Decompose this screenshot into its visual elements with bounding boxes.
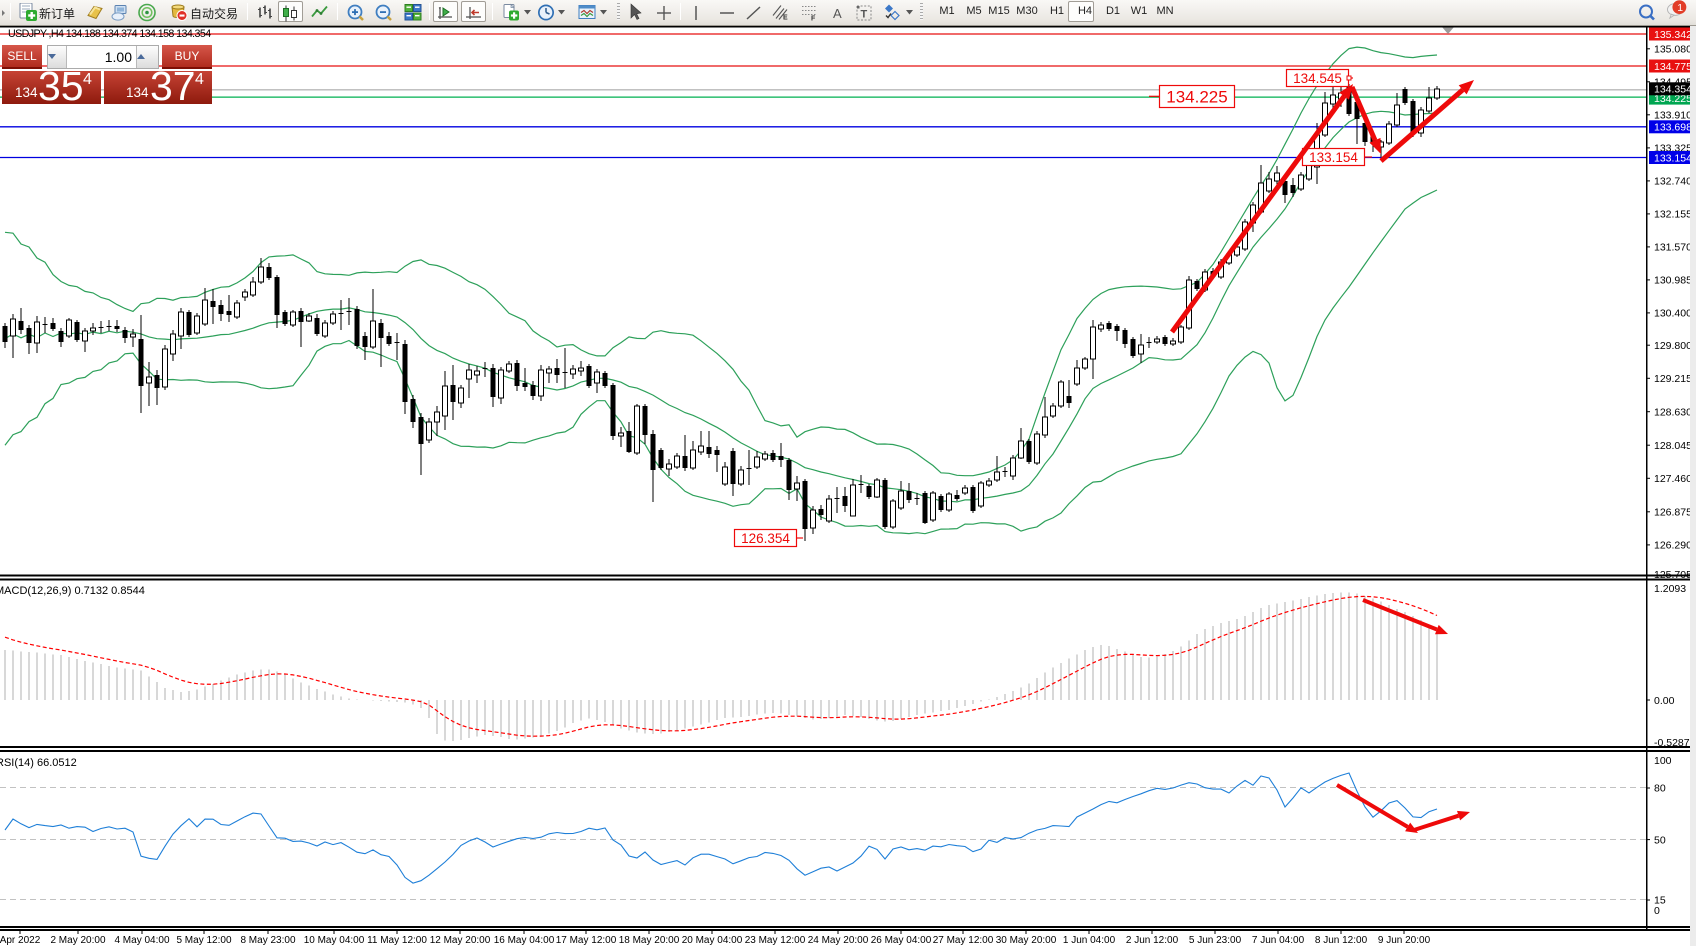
svg-text:18 May 20:00: 18 May 20:00: [619, 935, 680, 946]
svg-text:30 May 20:00: 30 May 20:00: [996, 935, 1057, 946]
svg-text:129.215: 129.215: [1654, 373, 1692, 385]
svg-text:1: 1: [1677, 3, 1683, 14]
svg-text:1 Jun 04:00: 1 Jun 04:00: [1063, 935, 1116, 946]
svg-text:USDJPY-,H4 134.188 134.374 13: USDJPY-,H4 134.188 134.374 134.158 134.3…: [8, 28, 211, 40]
svg-text:16 May 04:00: 16 May 04:00: [494, 935, 555, 946]
svg-text:24 May 20:00: 24 May 20:00: [808, 935, 869, 946]
svg-text:17 May 12:00: 17 May 12:00: [556, 935, 617, 946]
svg-text:T: T: [861, 9, 868, 21]
svg-text:26 May 04:00: 26 May 04:00: [871, 935, 932, 946]
svg-text:9 Jun 20:00: 9 Jun 20:00: [1378, 935, 1431, 946]
svg-text:15: 15: [1654, 895, 1666, 907]
svg-text:7 Jun 04:00: 7 Jun 04:00: [1252, 935, 1305, 946]
svg-text:128.630: 128.630: [1654, 407, 1692, 419]
svg-text:-0.5287: -0.5287: [1654, 737, 1690, 749]
svg-text:125.705: 125.705: [1654, 569, 1692, 581]
svg-text:126.354: 126.354: [741, 531, 790, 546]
svg-text:133.910: 133.910: [1654, 110, 1692, 122]
svg-text:130.400: 130.400: [1654, 308, 1692, 320]
svg-text:0: 0: [1654, 905, 1660, 917]
svg-text:11 May 12:00: 11 May 12:00: [367, 935, 427, 946]
svg-text:4 May 04:00: 4 May 04:00: [114, 935, 169, 946]
svg-text:135.080: 135.080: [1654, 44, 1692, 56]
svg-text:130.985: 130.985: [1654, 275, 1692, 287]
svg-text:RSI(14) 66.0512: RSI(14) 66.0512: [0, 757, 77, 769]
svg-text:134.354: 134.354: [1654, 84, 1692, 96]
svg-text:MACD(12,26,9) 0.7132 0.8544: MACD(12,26,9) 0.7132 0.8544: [0, 585, 145, 597]
svg-text:8 Jun 12:00: 8 Jun 12:00: [1315, 935, 1368, 946]
svg-text:127.460: 127.460: [1654, 473, 1692, 485]
svg-text:126.290: 126.290: [1654, 540, 1692, 552]
svg-text:1.2093: 1.2093: [1654, 583, 1686, 595]
svg-text:10 May 04:00: 10 May 04:00: [304, 935, 365, 946]
svg-text:132.740: 132.740: [1654, 176, 1692, 188]
svg-text:100: 100: [1654, 755, 1672, 767]
svg-text:133.698: 133.698: [1654, 122, 1692, 134]
svg-text:126.875: 126.875: [1654, 507, 1692, 519]
svg-text:E: E: [783, 15, 788, 22]
svg-text:135.342: 135.342: [1654, 29, 1692, 41]
svg-text:131.570: 131.570: [1654, 242, 1692, 254]
svg-text:F: F: [811, 16, 816, 23]
svg-text:128.045: 128.045: [1654, 440, 1692, 452]
svg-text:134.545: 134.545: [1293, 71, 1342, 86]
svg-text:5 May 12:00: 5 May 12:00: [176, 935, 231, 946]
svg-text:12 May 20:00: 12 May 20:00: [430, 935, 491, 946]
svg-text:80: 80: [1654, 783, 1666, 795]
svg-text:Apr 2022: Apr 2022: [0, 935, 41, 946]
svg-text:2 May 20:00: 2 May 20:00: [50, 935, 105, 946]
svg-text:50: 50: [1654, 834, 1666, 846]
svg-text:5 Jun 23:00: 5 Jun 23:00: [1189, 935, 1242, 946]
svg-text:134.225: 134.225: [1166, 88, 1227, 107]
svg-text:133.154: 133.154: [1309, 150, 1358, 165]
svg-text:A: A: [833, 6, 842, 21]
svg-text:2 Jun 12:00: 2 Jun 12:00: [1126, 935, 1179, 946]
svg-text:23 May 12:00: 23 May 12:00: [745, 935, 806, 946]
svg-text:133.154: 133.154: [1654, 152, 1692, 164]
svg-text:0.00: 0.00: [1654, 695, 1675, 707]
svg-text:20 May 04:00: 20 May 04:00: [682, 935, 743, 946]
svg-text:8 May 23:00: 8 May 23:00: [240, 935, 295, 946]
svg-text:134.225: 134.225: [1654, 93, 1692, 105]
svg-text:27 May 12:00: 27 May 12:00: [933, 935, 994, 946]
svg-text:129.800: 129.800: [1654, 340, 1692, 352]
svg-text:134.775: 134.775: [1654, 61, 1692, 73]
svg-text:132.155: 132.155: [1654, 209, 1692, 221]
